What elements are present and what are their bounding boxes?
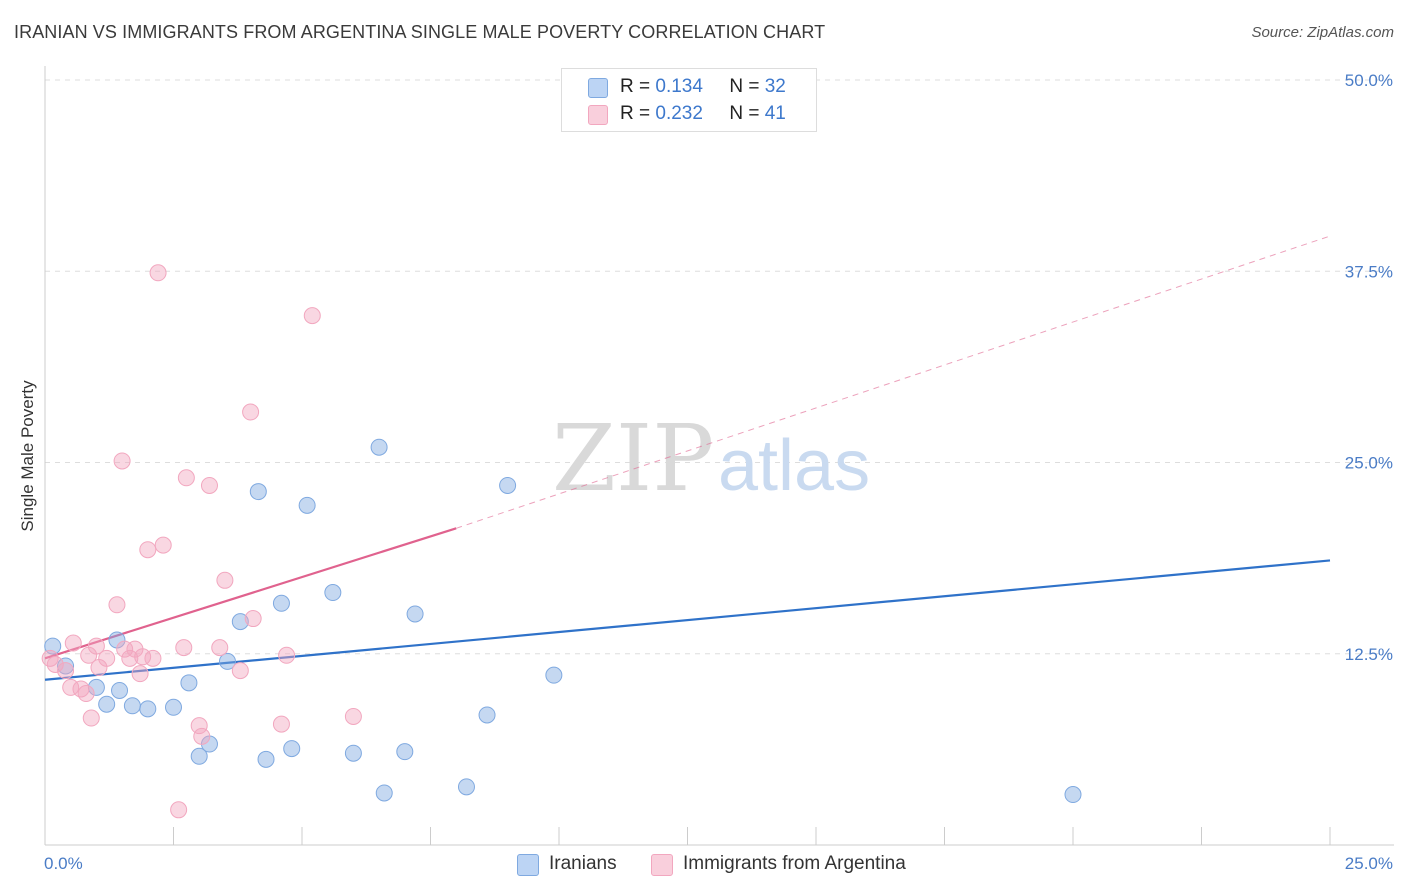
legend-r-label: R = (620, 76, 651, 97)
point-argentina (344, 707, 362, 725)
point-argentina (200, 476, 218, 494)
point-iranians (165, 698, 182, 716)
tick-labels: 12.5% 25.0% 37.5% 50.0% 0.0% 25.0% (44, 71, 1393, 873)
point-iranians (111, 681, 129, 699)
bottom-legend-label-argentina: Immigrants from Argentina (683, 853, 906, 874)
point-iranians (180, 674, 198, 692)
point-argentina (175, 639, 193, 657)
y-tick-label: 37.5% (1345, 262, 1393, 281)
legend-r-value: 0.232 (655, 103, 703, 124)
y-axis-label: Single Male Poverty (18, 380, 37, 532)
point-argentina (64, 634, 82, 652)
point-argentina (211, 639, 229, 657)
legend-r-value: 0.134 (655, 76, 703, 97)
gridlines (45, 79, 1394, 655)
point-iranians (218, 652, 236, 670)
chart-title: IRANIAN VS IMMIGRANTS FROM ARGENTINA SIN… (14, 22, 826, 42)
x-tick-label: 0.0% (44, 854, 83, 873)
point-iranians (283, 740, 301, 758)
point-iranians (396, 743, 414, 761)
legend-n-label: N = (729, 76, 760, 97)
data-points (41, 264, 1082, 819)
point-iranians (190, 747, 208, 765)
point-argentina (278, 646, 296, 664)
point-iranians (545, 666, 563, 684)
point-argentina (139, 541, 157, 559)
point-argentina (57, 662, 75, 680)
point-iranians (298, 496, 316, 514)
point-argentina (87, 637, 105, 655)
x-tick-label: 25.0% (1345, 854, 1393, 873)
point-argentina (131, 665, 149, 683)
legend-r-label: R = (620, 103, 651, 124)
point-iranians (344, 744, 362, 762)
bottom-legend-swatch-argentina (651, 854, 673, 876)
bottom-legend-label-iranians: Iranians (549, 853, 617, 874)
legend-n-value: 41 (764, 103, 786, 124)
point-iranians (139, 700, 157, 718)
point-argentina (149, 264, 167, 282)
legend-n-label: N = (729, 103, 760, 124)
point-iranians (370, 438, 388, 456)
point-argentina (46, 655, 64, 673)
point-iranians (123, 697, 141, 715)
legend-n-value: 32 (764, 76, 786, 97)
legend: R = 0.134 N = 32 R = 0.232 N = 41 (561, 68, 817, 132)
point-argentina (177, 469, 195, 487)
watermark-zip: ZIP (552, 405, 714, 512)
y-tick-label: 12.5% (1345, 645, 1393, 664)
point-iranians (406, 605, 424, 623)
point-argentina (72, 680, 90, 698)
point-argentina (216, 571, 234, 589)
point-iranians (272, 594, 290, 612)
legend-swatch-iranians (588, 78, 608, 98)
point-iranians (98, 695, 116, 713)
point-iranians (499, 476, 517, 494)
point-argentina (193, 727, 211, 745)
point-argentina (190, 717, 208, 735)
legend-swatch-argentina (588, 105, 608, 125)
point-argentina (303, 307, 321, 325)
axes (44, 66, 1394, 846)
source-label: Source: ZipAtlas.com (1251, 24, 1394, 41)
point-iranians (457, 778, 475, 796)
point-iranians (249, 483, 267, 501)
point-argentina (244, 610, 262, 628)
trend-extension-argentina (456, 235, 1331, 529)
trend-line-iranians (44, 559, 1331, 681)
point-argentina (82, 709, 100, 727)
point-iranians (1064, 786, 1082, 804)
point-argentina (98, 649, 116, 667)
point-iranians (257, 750, 275, 768)
y-tick-label: 25.0% (1345, 454, 1393, 473)
point-iranians (324, 584, 342, 602)
bottom-legend-swatch-iranians (517, 854, 539, 876)
trend-lines (44, 235, 1331, 681)
point-iranians (375, 784, 393, 802)
trend-line-argentina (44, 527, 457, 660)
point-argentina (77, 685, 95, 703)
point-argentina (116, 640, 134, 658)
point-argentina (154, 536, 172, 554)
point-argentina (231, 662, 249, 680)
point-argentina (170, 801, 188, 819)
point-argentina (272, 715, 290, 733)
point-argentina (113, 452, 131, 470)
point-argentina (242, 403, 260, 421)
watermark: ZIP atlas (552, 405, 870, 512)
watermark-atlas: atlas (718, 426, 870, 506)
point-argentina (121, 649, 139, 667)
point-iranians (231, 613, 249, 631)
point-argentina (144, 649, 162, 667)
point-argentina (108, 596, 126, 614)
point-iranians (478, 706, 496, 724)
y-tick-label: 50.0% (1345, 71, 1393, 90)
